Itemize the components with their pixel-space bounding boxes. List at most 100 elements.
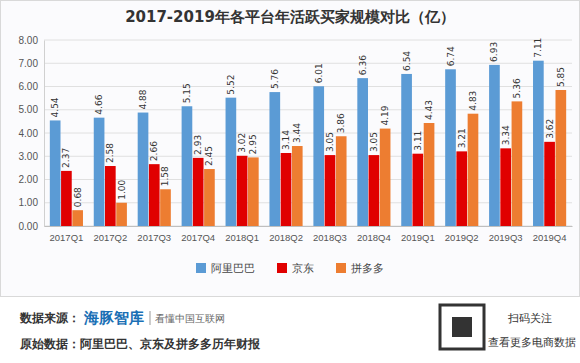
qr-code-center bbox=[452, 317, 472, 337]
bar bbox=[269, 92, 280, 226]
data-label: 0.68 bbox=[73, 187, 83, 207]
footer: 数据来源：海豚智库看懂中国互联网原始数据：阿里巴巴、京东及拼多多历年财报扫码关注… bbox=[19, 305, 576, 351]
y-tick: 6.00 bbox=[19, 81, 44, 92]
data-label: 2.45 bbox=[204, 146, 214, 166]
x-axis: 2017Q1 2017Q2 2017Q3 2017Q4 2018Q1 2018Q2 2018… bbox=[45, 226, 573, 243]
x-tick-label: 2018Q1 bbox=[225, 232, 259, 243]
legend-label: 京东 bbox=[292, 262, 314, 275]
x-tick-label: 2018Q4 bbox=[357, 232, 391, 243]
x-tick: 2018Q2 bbox=[269, 226, 303, 243]
x-tick: 2019Q2 bbox=[445, 226, 479, 243]
x-tick: 2018Q3 bbox=[313, 226, 347, 243]
bar bbox=[336, 136, 347, 226]
bar bbox=[401, 74, 412, 226]
bar bbox=[325, 155, 336, 226]
y-tick-label: 6.00 bbox=[19, 81, 39, 92]
bar bbox=[357, 78, 368, 226]
x-tick-label: 2019Q2 bbox=[445, 232, 479, 243]
bar bbox=[512, 101, 523, 226]
data-label: 4.19 bbox=[380, 105, 390, 125]
data-label: 4.66 bbox=[94, 94, 104, 114]
y-tick-label: 2.00 bbox=[19, 174, 39, 185]
legend: 阿里巴巴 京东 拼多多 bbox=[196, 262, 384, 275]
y-tick: 3.00 bbox=[19, 151, 44, 162]
bar bbox=[105, 166, 116, 226]
data-label: 3.34 bbox=[501, 125, 511, 145]
x-tick: 2017Q3 bbox=[137, 226, 171, 243]
legend-swatch bbox=[277, 263, 287, 273]
x-axis-line bbox=[45, 226, 573, 227]
bar bbox=[369, 155, 380, 226]
data-label: 3.14 bbox=[281, 130, 291, 150]
data-label: 3.11 bbox=[413, 131, 423, 151]
chart-background bbox=[1, 1, 580, 297]
data-label: 4.43 bbox=[424, 100, 434, 120]
data-label: 4.54 bbox=[50, 97, 60, 117]
data-label: 3.05 bbox=[369, 132, 379, 152]
x-tick-label: 2019Q4 bbox=[533, 232, 567, 243]
data-label: 6.36 bbox=[358, 55, 368, 75]
x-tick: 2018Q4 bbox=[357, 226, 391, 243]
y-tick-label: 8.00 bbox=[19, 35, 39, 46]
y-tick: 0.00 bbox=[19, 221, 44, 232]
y-tick: 1.00 bbox=[19, 197, 44, 208]
bar bbox=[456, 151, 467, 226]
x-tick: 2018Q1 bbox=[225, 226, 259, 243]
data-label: 2.58 bbox=[105, 143, 115, 163]
y-tick: 4.00 bbox=[19, 128, 44, 139]
bar bbox=[61, 171, 72, 226]
x-tick-label: 2017Q2 bbox=[93, 232, 127, 243]
bar bbox=[72, 210, 83, 226]
legend-swatch bbox=[196, 263, 206, 273]
data-label: 2.93 bbox=[193, 135, 203, 155]
x-tick: 2017Q1 bbox=[49, 226, 83, 243]
data-label: 7.11 bbox=[533, 38, 543, 58]
y-tick-label: 7.00 bbox=[19, 58, 39, 69]
bar bbox=[248, 157, 259, 226]
title: 2017-2019年各平台年活跃买家规模对比（亿） bbox=[125, 8, 455, 26]
bar bbox=[313, 86, 324, 226]
y-tick-label: 1.00 bbox=[19, 197, 39, 208]
bar bbox=[468, 114, 479, 226]
data-label: 5.85 bbox=[556, 67, 566, 87]
x-tick-label: 2019Q1 bbox=[401, 232, 435, 243]
grid-line bbox=[44, 40, 572, 41]
data-label: 5.15 bbox=[182, 83, 192, 103]
x-tick: 2017Q4 bbox=[181, 226, 215, 243]
bar bbox=[544, 142, 555, 226]
chart: 2017-2019年各平台年活跃买家规模对比（亿） 0.00 1.00 2.00 3.0… bbox=[0, 0, 580, 363]
y-tick: 5.00 bbox=[19, 104, 44, 115]
divider bbox=[150, 311, 151, 325]
data-label: 5.36 bbox=[512, 78, 522, 98]
data-label: 3.05 bbox=[325, 132, 335, 152]
bar bbox=[182, 106, 193, 226]
bar bbox=[226, 98, 237, 226]
data-label: 3.86 bbox=[336, 113, 346, 133]
data-label: 4.88 bbox=[138, 89, 148, 109]
y-tick-label: 0.00 bbox=[19, 221, 39, 232]
bar bbox=[500, 148, 511, 226]
more-text: 查看更多电商数据 bbox=[488, 336, 576, 348]
legend-label: 拼多多 bbox=[351, 262, 384, 275]
data-label: 4.83 bbox=[468, 91, 478, 111]
legend-label: 阿里巴巴 bbox=[211, 262, 255, 275]
bar bbox=[292, 146, 303, 226]
bar bbox=[445, 69, 456, 226]
data-label: 3.02 bbox=[237, 133, 247, 153]
x-tick-label: 2019Q3 bbox=[489, 232, 523, 243]
bar bbox=[50, 120, 61, 226]
data-label: 1.58 bbox=[160, 166, 170, 186]
y-axis: 0.00 1.00 2.00 3.00 4.00 5.00 6.00 7.00 8.00 bbox=[19, 35, 45, 232]
x-tick-label: 2018Q3 bbox=[313, 232, 347, 243]
bar bbox=[237, 156, 248, 226]
bar bbox=[380, 129, 391, 226]
legend-swatch bbox=[336, 263, 346, 273]
bar bbox=[533, 61, 544, 226]
data-label: 5.52 bbox=[226, 75, 236, 95]
bar bbox=[160, 189, 171, 226]
qr-code bbox=[440, 305, 484, 349]
y-tick: 8.00 bbox=[19, 35, 44, 46]
data-label: 2.66 bbox=[149, 141, 159, 161]
slogan: 看懂中国互联网 bbox=[155, 313, 225, 324]
y-tick: 2.00 bbox=[19, 174, 44, 185]
